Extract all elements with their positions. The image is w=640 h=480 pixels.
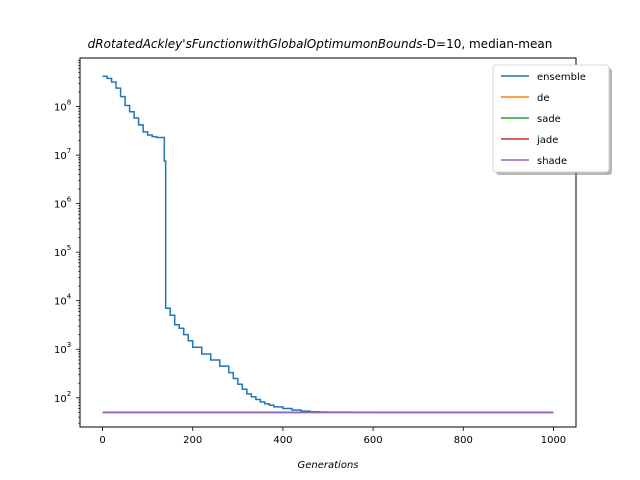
x-tick-label: 0 [99,435,105,446]
legend-label-shade: shade [537,156,567,167]
y-tick-exponent: 7 [67,147,71,155]
legend: ensemble de sade jade shade [492,64,612,175]
y-tick-label: 102 [54,390,71,405]
plot-area [79,57,577,428]
chart-title-italic: dRotatedAckley'sFunctionwithGlobalOptimu… [88,37,423,51]
series-line-ensemble [102,75,554,414]
y-tick-exponent: 8 [67,99,71,107]
y-tick-base: 10 [54,200,67,211]
legend-label-de: de [537,93,550,104]
y-tick-base: 10 [54,248,67,259]
x-tick-label: 1000 [541,435,566,446]
y-tick-exponent: 4 [67,293,72,301]
y-tick-exponent: 6 [67,196,72,204]
series-layer [102,75,554,414]
y-tick-label: 103 [54,341,71,356]
x-tick-label: 400 [273,435,292,446]
x-tick-label: 200 [183,435,202,446]
y-tick-label: 107 [54,147,71,162]
legend-label-ensemble: ensemble [537,72,586,83]
y-tick-base: 10 [54,394,67,405]
plot-frame [79,57,577,428]
legend-label-sade: sade [537,114,561,125]
y-tick-label: 108 [54,99,71,114]
y-tick-base: 10 [54,151,67,162]
chart-title: dRotatedAckley'sFunctionwithGlobalOptimu… [88,37,553,51]
legend-label-jade: jade [536,135,558,146]
y-tick-exponent: 5 [67,244,71,252]
y-tick-label: 104 [54,293,72,308]
x-tick-label: 800 [454,435,473,446]
y-tick-exponent: 2 [67,390,71,398]
y-tick-label: 105 [54,244,71,259]
y-tick-label: 106 [54,196,72,211]
y-tick-base: 10 [54,103,67,114]
x-tick-label: 600 [364,435,383,446]
x-axis: 0 200 400 600 800 1000 [99,427,566,446]
y-tick-base: 10 [54,297,67,308]
y-tick-exponent: 3 [67,341,71,349]
y-tick-base: 10 [54,345,67,356]
x-axis-label: Generations [298,460,359,471]
chart-title-rest: -D=10, median-mean [422,37,552,51]
legend-box [492,64,610,173]
